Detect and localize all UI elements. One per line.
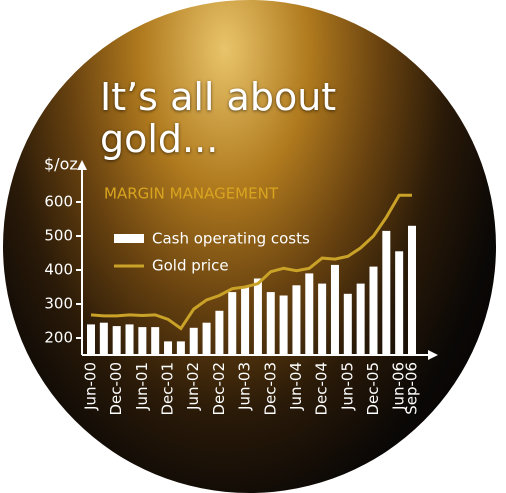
chart-subtitle: MARGIN MANAGEMENT [104, 185, 279, 203]
bar [395, 251, 404, 355]
bar [408, 225, 416, 355]
x-tick-label: Jun-06 [390, 362, 408, 411]
bar [356, 283, 365, 355]
bar [279, 295, 288, 355]
legend-label: Gold price [152, 257, 229, 275]
x-tick-label: Jun-04 [287, 362, 305, 411]
bar [292, 285, 301, 355]
x-tick-label: Jun-03 [236, 362, 254, 411]
x-tick-label: Jun-05 [338, 362, 356, 411]
chart-title: It’s all about gold... [100, 75, 337, 161]
x-tick-label: Dec-04 [313, 362, 331, 416]
bar [202, 322, 211, 355]
x-tick-label: Dec-02 [210, 362, 228, 416]
bar [125, 324, 134, 355]
y-axis-label: $/oz [44, 155, 78, 174]
bar [266, 292, 275, 355]
y-tick-label: 300 [44, 295, 73, 313]
legend-swatch [114, 234, 144, 243]
bar [138, 327, 147, 355]
bar [151, 327, 160, 355]
legend-label: Cash operating costs [152, 230, 310, 248]
x-tick-label: Dec-01 [159, 362, 177, 416]
x-tick-label: Dec-05 [364, 362, 382, 416]
x-tick-label: Dec-00 [107, 362, 125, 416]
bar [343, 293, 352, 355]
x-tick-label: Dec-03 [261, 362, 279, 416]
bar [330, 264, 339, 355]
bar [318, 283, 327, 355]
x-tick-label: Jun-01 [133, 362, 151, 411]
y-tick-label: 600 [44, 193, 73, 211]
bar [112, 326, 121, 355]
x-tick-label: Sep-06 [403, 362, 421, 415]
bar [87, 324, 95, 355]
x-tick-label: Jun-00 [82, 362, 100, 411]
bar [215, 310, 224, 355]
bar [189, 327, 198, 355]
bar [305, 273, 314, 355]
bar [369, 266, 378, 355]
bar [241, 287, 250, 355]
y-tick-label: 400 [44, 261, 73, 279]
bar [382, 230, 391, 355]
y-axis-arrow [77, 160, 87, 170]
x-tick-label: Jun-02 [184, 362, 202, 411]
bar [253, 278, 262, 355]
bar [164, 341, 173, 355]
bar [99, 322, 108, 355]
y-tick-label: 500 [44, 227, 73, 245]
bar [228, 292, 237, 355]
y-tick-label: 200 [44, 329, 73, 347]
x-axis-arrow [428, 350, 438, 360]
gold-price-line [90, 193, 412, 331]
bar [176, 341, 185, 355]
